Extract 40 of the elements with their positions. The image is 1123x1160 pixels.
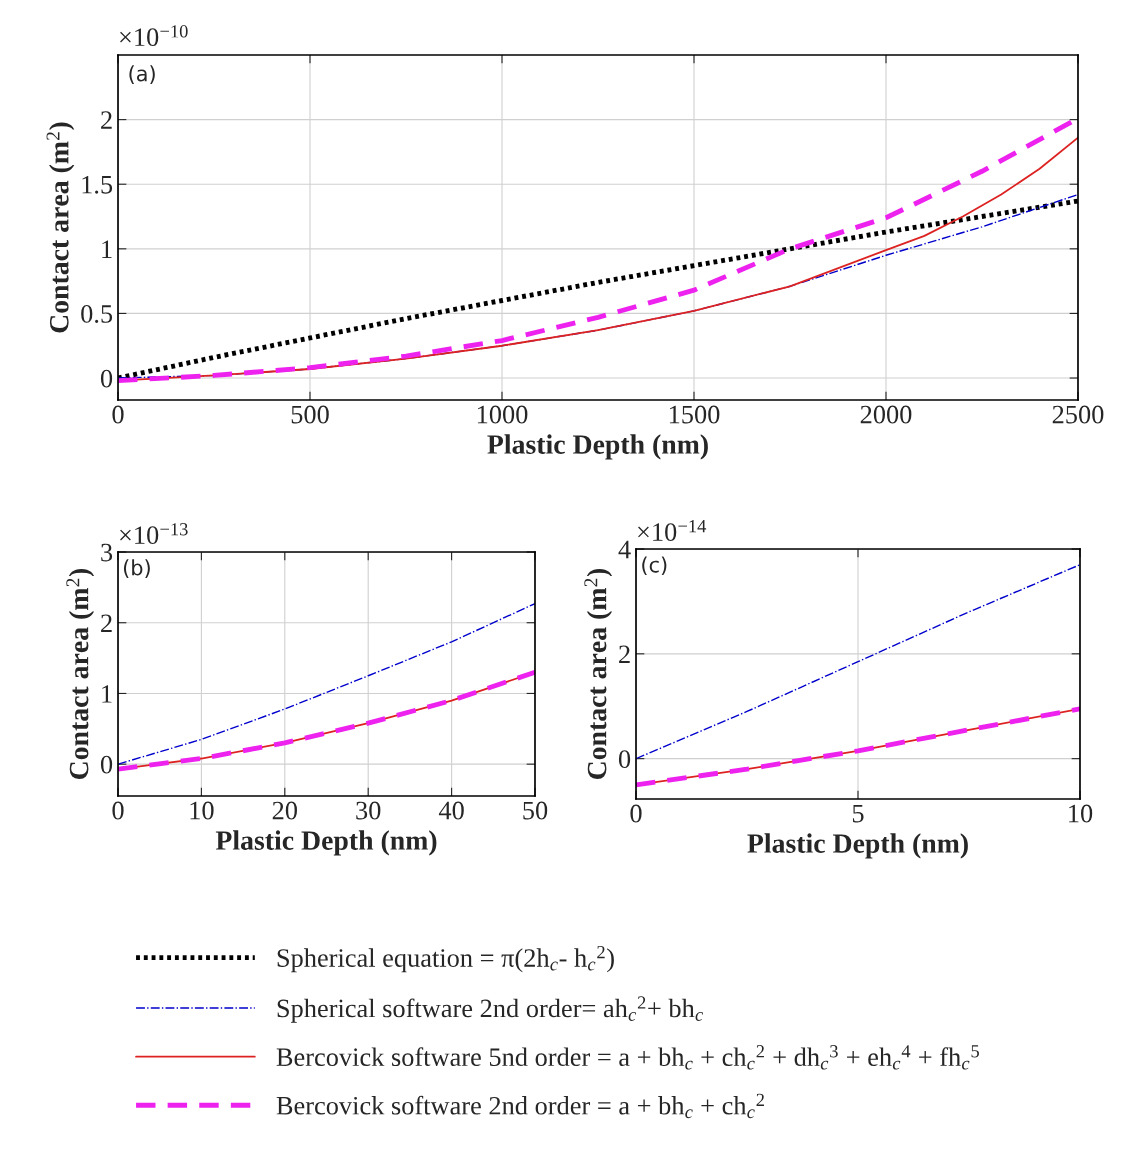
y-tick-label: 0 [100, 369, 113, 388]
y-tick-label: 1.5 [82, 175, 113, 194]
y-tick-label: 0 [618, 750, 631, 769]
y-axis-title: Contact area (m$^{2}$) [66, 568, 95, 780]
x-tick-label: 1000 [477, 405, 528, 424]
x-tick-label: 10 [1069, 804, 1093, 823]
y-tick-label: 2 [101, 111, 112, 129]
x-tick-label: 10 [190, 801, 214, 820]
x-tick-label: 500 [291, 405, 329, 424]
annotation: (c) [642, 556, 667, 576]
text: ×10$^{−14}$ [638, 520, 707, 541]
x-axis-title: Plastic Depth (nm) [747, 833, 968, 859]
y-tick-label: 1 [102, 685, 112, 703]
y-axis-title: Contact area (m$^{2}$) [46, 122, 75, 333]
x-tick-label: 30 [356, 801, 381, 820]
legend-label: Spherical software 2nd order= ah$_{c}$$^{2}$+ bh$_{c}$ [277, 996, 704, 1023]
x-tick-label: 2000 [860, 405, 912, 424]
x-tick-label: 20 [272, 801, 297, 820]
y-tick-label: 4 [618, 540, 631, 559]
y-tick-label: 3 [101, 543, 113, 562]
x-tick-label: 2500 [1052, 405, 1104, 424]
annotation: (a) [129, 65, 155, 84]
x-axis-title: Plastic Depth (nm) [215, 830, 437, 856]
y-tick-label: 1 [102, 240, 112, 258]
y-tick-label: 2 [619, 645, 630, 663]
x-tick-label: 40 [438, 801, 464, 820]
legend-label: Bercovick software 2nd order = a + bh$_{c}$ + ch$_{c}$$^{2}$ [276, 1093, 764, 1119]
x-axis-title: Plastic Depth (nm) [487, 434, 708, 460]
text: Bercovick software 5nd order = a + bh$_{c}$ + ch$_{c}$$^{2}$ + dh$_{c}$$^{3}$ + eh$_{c}$$^{4}$ + fh$_{c}$$^{5}$ [276, 1045, 979, 1070]
annotation: (b) [123, 559, 150, 578]
text: ×10$^{−10}$ [120, 25, 188, 47]
y-tick-label: 0 [100, 755, 113, 774]
y-tick-label: 0.5 [81, 305, 113, 323]
y-tick-label: 2 [101, 614, 112, 632]
x-tick-label: 50 [523, 801, 548, 820]
text: ×10$^{−13}$ [120, 523, 188, 545]
x-tick-label: 1500 [669, 405, 720, 424]
y-axis-title: Contact area (m$^{2}$) [584, 568, 613, 780]
x-tick-label: 5 [852, 804, 864, 823]
legend-label: Spherical equation = π(2h$_{c}$- h$_{c}$$^{2}$) [277, 945, 614, 973]
